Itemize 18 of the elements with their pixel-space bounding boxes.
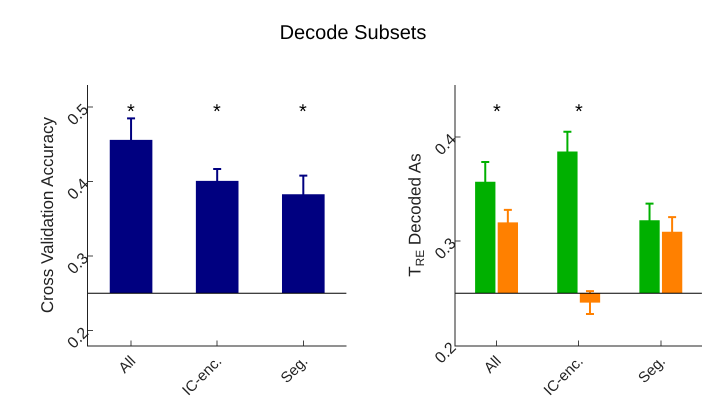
y-tick-label: 0.2: [432, 339, 460, 368]
annotation: *: [493, 101, 501, 123]
y-tick-label: 0.2: [64, 324, 92, 352]
y-axis-title: Cross Validation Accuracy: [38, 116, 58, 314]
y-tick-label: 0.5: [64, 101, 92, 129]
y-tick-label: 0.4: [432, 130, 460, 159]
x-tick-label: Seg.: [635, 352, 669, 387]
annotation: *: [213, 101, 221, 123]
x-tick-label: Seg.: [278, 352, 312, 387]
annotation: *: [299, 101, 307, 123]
y-tick-label: 0.3: [432, 235, 460, 263]
x-tick-label: All: [480, 352, 505, 377]
annotation: *: [127, 101, 135, 123]
x-tick-label: All: [115, 352, 140, 377]
chart-title: Decode Subsets: [280, 22, 426, 44]
annotation: *: [575, 101, 583, 123]
y-tick-label: 0.3: [64, 250, 92, 278]
y-tick-label: 0.4: [64, 176, 92, 204]
